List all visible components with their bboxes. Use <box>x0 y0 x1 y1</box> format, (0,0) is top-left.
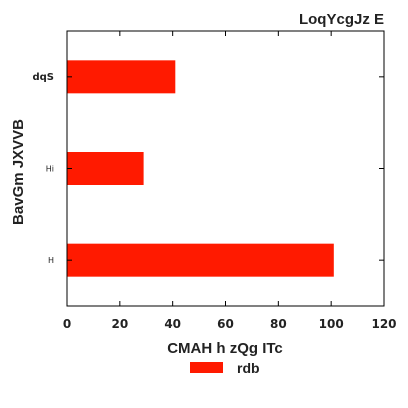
chart-title: LoqYcgJz E <box>299 11 384 28</box>
y-tick-label: H <box>48 256 54 265</box>
x-tick-label: 120 <box>371 317 396 331</box>
bar-Hi <box>67 152 144 185</box>
x-tick-label: 40 <box>164 317 181 331</box>
y-tick-label: dqS <box>32 72 54 83</box>
x-tick-label: 60 <box>217 317 234 331</box>
x-tick-label: 20 <box>111 317 128 331</box>
plot-area: 0 20 40 60 80 100 120 dqS Hi H <box>32 31 396 331</box>
legend-label-rdb: rdb <box>237 360 260 376</box>
legend-swatch-rdb <box>190 362 223 373</box>
legend: rdb <box>190 360 260 376</box>
x-tick-label: 80 <box>270 317 287 331</box>
x-tick-label: 100 <box>319 317 344 331</box>
x-axis-label: CMAH h zQg ITc <box>167 340 283 357</box>
x-tick-label: 0 <box>63 317 71 331</box>
y-axis-label: BavGm JXVVB <box>10 119 27 225</box>
bar-dqS <box>67 60 175 93</box>
y-tick-label: Hi <box>46 165 54 174</box>
bar-H <box>67 244 334 277</box>
